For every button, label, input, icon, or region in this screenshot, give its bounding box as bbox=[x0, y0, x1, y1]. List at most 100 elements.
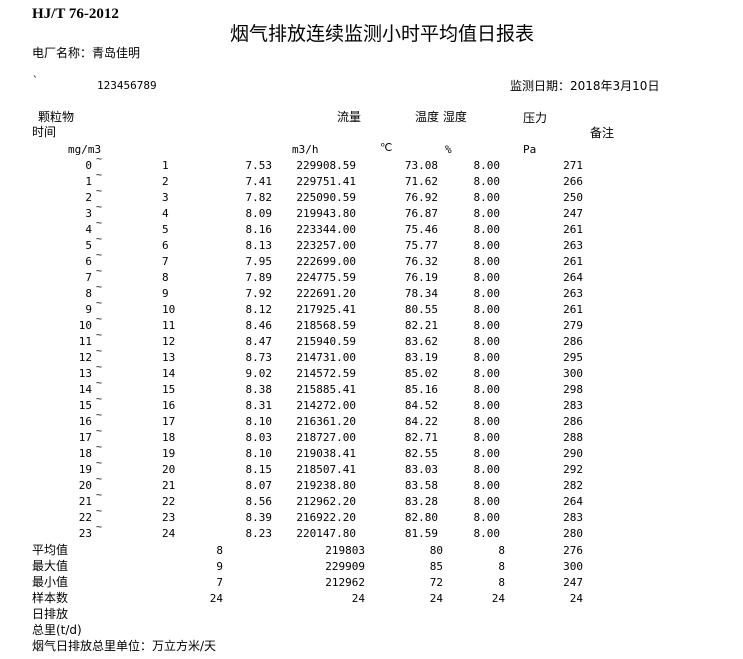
tilde-separator: ~ bbox=[96, 202, 103, 213]
cell-pressure: 288 bbox=[563, 431, 583, 444]
tilde-separator: ~ bbox=[96, 378, 103, 389]
tilde-separator: ~ bbox=[96, 474, 103, 485]
col-temp-humidity: 温度 湿度 bbox=[415, 110, 467, 124]
cell-hour-end: 21 bbox=[162, 479, 176, 492]
cell-flow: 229751.41 bbox=[296, 175, 356, 188]
tilde-separator: ~ bbox=[96, 426, 103, 437]
cell-humidity: 8.00 bbox=[473, 223, 501, 236]
cell-pressure: 286 bbox=[563, 335, 583, 348]
summary-temperature: 85 bbox=[429, 560, 443, 573]
cell-hour-start: 15 bbox=[78, 399, 92, 412]
cell-flow: 225090.59 bbox=[296, 191, 356, 204]
tilde-separator: ~ bbox=[96, 250, 103, 261]
tilde-separator: ~ bbox=[96, 234, 103, 245]
tilde-separator: ~ bbox=[96, 506, 103, 517]
tilde-separator: ~ bbox=[96, 314, 103, 325]
tilde-separator: ~ bbox=[96, 394, 103, 405]
summary-particulate: 24 bbox=[209, 592, 223, 605]
cell-hour-start: 9 bbox=[85, 303, 92, 316]
cell-particulate: 8.46 bbox=[245, 319, 273, 332]
unit-note: 烟气日排放总里单位：万立方米/天 bbox=[32, 639, 217, 653]
cell-temperature: 83.62 bbox=[404, 335, 438, 348]
unit-pressure: Pa bbox=[523, 143, 537, 156]
summary-pressure: 276 bbox=[563, 544, 583, 557]
col-pressure: 压力 bbox=[523, 111, 548, 125]
cell-humidity: 8.00 bbox=[473, 399, 501, 412]
tilde-separator: ~ bbox=[96, 154, 103, 165]
unit-humidity: % bbox=[445, 143, 452, 156]
cell-particulate: 7.82 bbox=[245, 191, 273, 204]
cell-hour-end: 23 bbox=[162, 511, 176, 524]
summary-flow: 219803 bbox=[325, 544, 365, 557]
cell-humidity: 8.00 bbox=[473, 463, 501, 476]
cell-temperature: 76.19 bbox=[404, 271, 438, 284]
cell-temperature: 83.58 bbox=[404, 479, 438, 492]
cell-pressure: 298 bbox=[563, 383, 583, 396]
cell-hour-start: 11 bbox=[78, 335, 92, 348]
cell-flow: 218568.59 bbox=[296, 319, 356, 332]
cell-humidity: 8.00 bbox=[473, 511, 501, 524]
cell-particulate: 8.39 bbox=[245, 511, 273, 524]
summary-particulate: 9 bbox=[216, 560, 223, 573]
summary-humidity: 8 bbox=[498, 576, 505, 589]
cell-particulate: 8.47 bbox=[245, 335, 273, 348]
cell-hour-start: 0 bbox=[85, 159, 92, 172]
cell-particulate: 7.89 bbox=[245, 271, 273, 284]
summary-temperature: 80 bbox=[429, 544, 443, 557]
summary-particulate: 7 bbox=[216, 576, 223, 589]
cell-flow: 216361.20 bbox=[296, 415, 356, 428]
cell-pressure: 280 bbox=[563, 527, 583, 540]
cell-flow: 223344.00 bbox=[296, 223, 356, 236]
unit-flow: m3/h bbox=[292, 143, 319, 156]
cell-particulate: 8.56 bbox=[245, 495, 273, 508]
summary-flow: 212962 bbox=[325, 576, 365, 589]
cell-hour-start: 12 bbox=[78, 351, 92, 364]
cell-hour-end: 20 bbox=[162, 463, 176, 476]
cell-hour-end: 22 bbox=[162, 495, 176, 508]
cell-humidity: 8.00 bbox=[473, 447, 501, 460]
cell-flow: 212962.20 bbox=[296, 495, 356, 508]
cell-hour-start: 13 bbox=[78, 367, 92, 380]
cell-humidity: 8.00 bbox=[473, 335, 501, 348]
cell-hour-end: 10 bbox=[162, 303, 176, 316]
cell-humidity: 8.00 bbox=[473, 271, 501, 284]
cell-humidity: 8.00 bbox=[473, 351, 501, 364]
cell-hour-end: 5 bbox=[162, 223, 169, 236]
summary-particulate: 8 bbox=[216, 544, 223, 557]
cell-hour-end: 2 bbox=[162, 175, 169, 188]
col-remark: 备注 bbox=[590, 126, 615, 140]
tilde-separator: ~ bbox=[96, 442, 103, 453]
cell-particulate: 8.31 bbox=[245, 399, 273, 412]
cell-hour-start: 20 bbox=[78, 479, 92, 492]
cell-hour-start: 19 bbox=[78, 463, 92, 476]
unit-temp: ℃ bbox=[380, 141, 393, 154]
tilde-separator: ~ bbox=[96, 298, 103, 309]
summary-pressure: 24 bbox=[569, 592, 583, 605]
cell-hour-start: 4 bbox=[85, 223, 92, 236]
cell-particulate: 7.95 bbox=[245, 255, 273, 268]
cell-pressure: 295 bbox=[563, 351, 583, 364]
summary-temperature: 72 bbox=[429, 576, 443, 589]
tilde-separator: ~ bbox=[96, 458, 103, 469]
cell-hour-end: 16 bbox=[162, 399, 176, 412]
cell-hour-start: 10 bbox=[78, 319, 92, 332]
cell-particulate: 8.10 bbox=[245, 447, 273, 460]
cell-pressure: 266 bbox=[563, 175, 583, 188]
cell-flow: 218727.00 bbox=[296, 431, 356, 444]
cell-flow: 222699.00 bbox=[296, 255, 356, 268]
cell-pressure: 283 bbox=[563, 399, 583, 412]
cell-hour-end: 15 bbox=[162, 383, 176, 396]
cell-particulate: 8.15 bbox=[245, 463, 273, 476]
cell-hour-end: 13 bbox=[162, 351, 176, 364]
cell-temperature: 85.02 bbox=[404, 367, 438, 380]
cell-temperature: 82.21 bbox=[404, 319, 438, 332]
cell-flow: 218507.41 bbox=[296, 463, 356, 476]
cell-hour-end: 18 bbox=[162, 431, 176, 444]
cell-flow: 217925.41 bbox=[296, 303, 356, 316]
cell-temperature: 75.46 bbox=[404, 223, 438, 236]
cell-humidity: 8.00 bbox=[473, 527, 501, 540]
cell-flow: 223257.00 bbox=[296, 239, 356, 252]
tilde-separator: ~ bbox=[96, 362, 103, 373]
summary-label: 最大值 bbox=[32, 559, 69, 573]
